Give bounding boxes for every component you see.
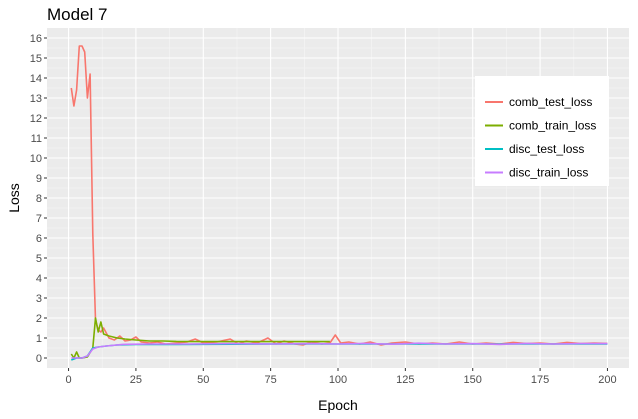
y-tick-label: 14 [30,73,42,85]
x-tick-label: 75 [265,374,277,386]
legend-label-disc-train-loss: disc_train_loss [509,166,588,180]
y-tick-label: 9 [36,173,42,185]
x-tick-label: 150 [464,374,482,386]
y-tick-label: 1 [36,333,42,345]
y-tick-label: 4 [36,273,42,285]
x-tick-label: 125 [396,374,414,386]
y-tick-label: 0 [36,353,42,365]
x-tick-label: 50 [197,374,209,386]
series-line-disc-train-loss [71,342,608,359]
x-axis: 0 25 50 75 100 125 150 175 200 [65,368,617,386]
x-tick-label: 100 [329,374,347,386]
legend-label-comb-test-loss: comb_test_loss [509,95,592,109]
series-lines [70,45,608,361]
y-tick-label: 16 [30,33,42,45]
y-tick-label: 12 [30,113,42,125]
y-tick-label: 8 [36,193,42,205]
y-tick-label: 7 [36,213,42,225]
y-tick-label: 13 [30,93,42,105]
y-tick-label: 5 [36,253,42,265]
legend-label-disc-test-loss: disc_test_loss [509,142,584,156]
x-tick-label: 25 [130,374,142,386]
x-tick-label: 200 [598,374,616,386]
y-axis-title: Loss [6,183,22,213]
legend-box [475,76,609,186]
y-tick-label: 3 [36,293,42,305]
x-tick-label: 0 [65,374,71,386]
y-tick-label: 10 [30,153,42,165]
legend-label-comb-train-loss: comb_train_loss [509,119,596,133]
y-tick-label: 6 [36,233,42,245]
y-tick-label: 2 [36,313,42,325]
x-axis-title: Epoch [318,397,358,413]
x-tick-label: 175 [531,374,549,386]
chart-title: Model 7 [47,5,107,24]
y-tick-label: 15 [30,53,42,65]
y-tick-label: 11 [31,133,42,145]
legend: comb_test_loss comb_train_loss disc_test_l… [475,76,609,186]
